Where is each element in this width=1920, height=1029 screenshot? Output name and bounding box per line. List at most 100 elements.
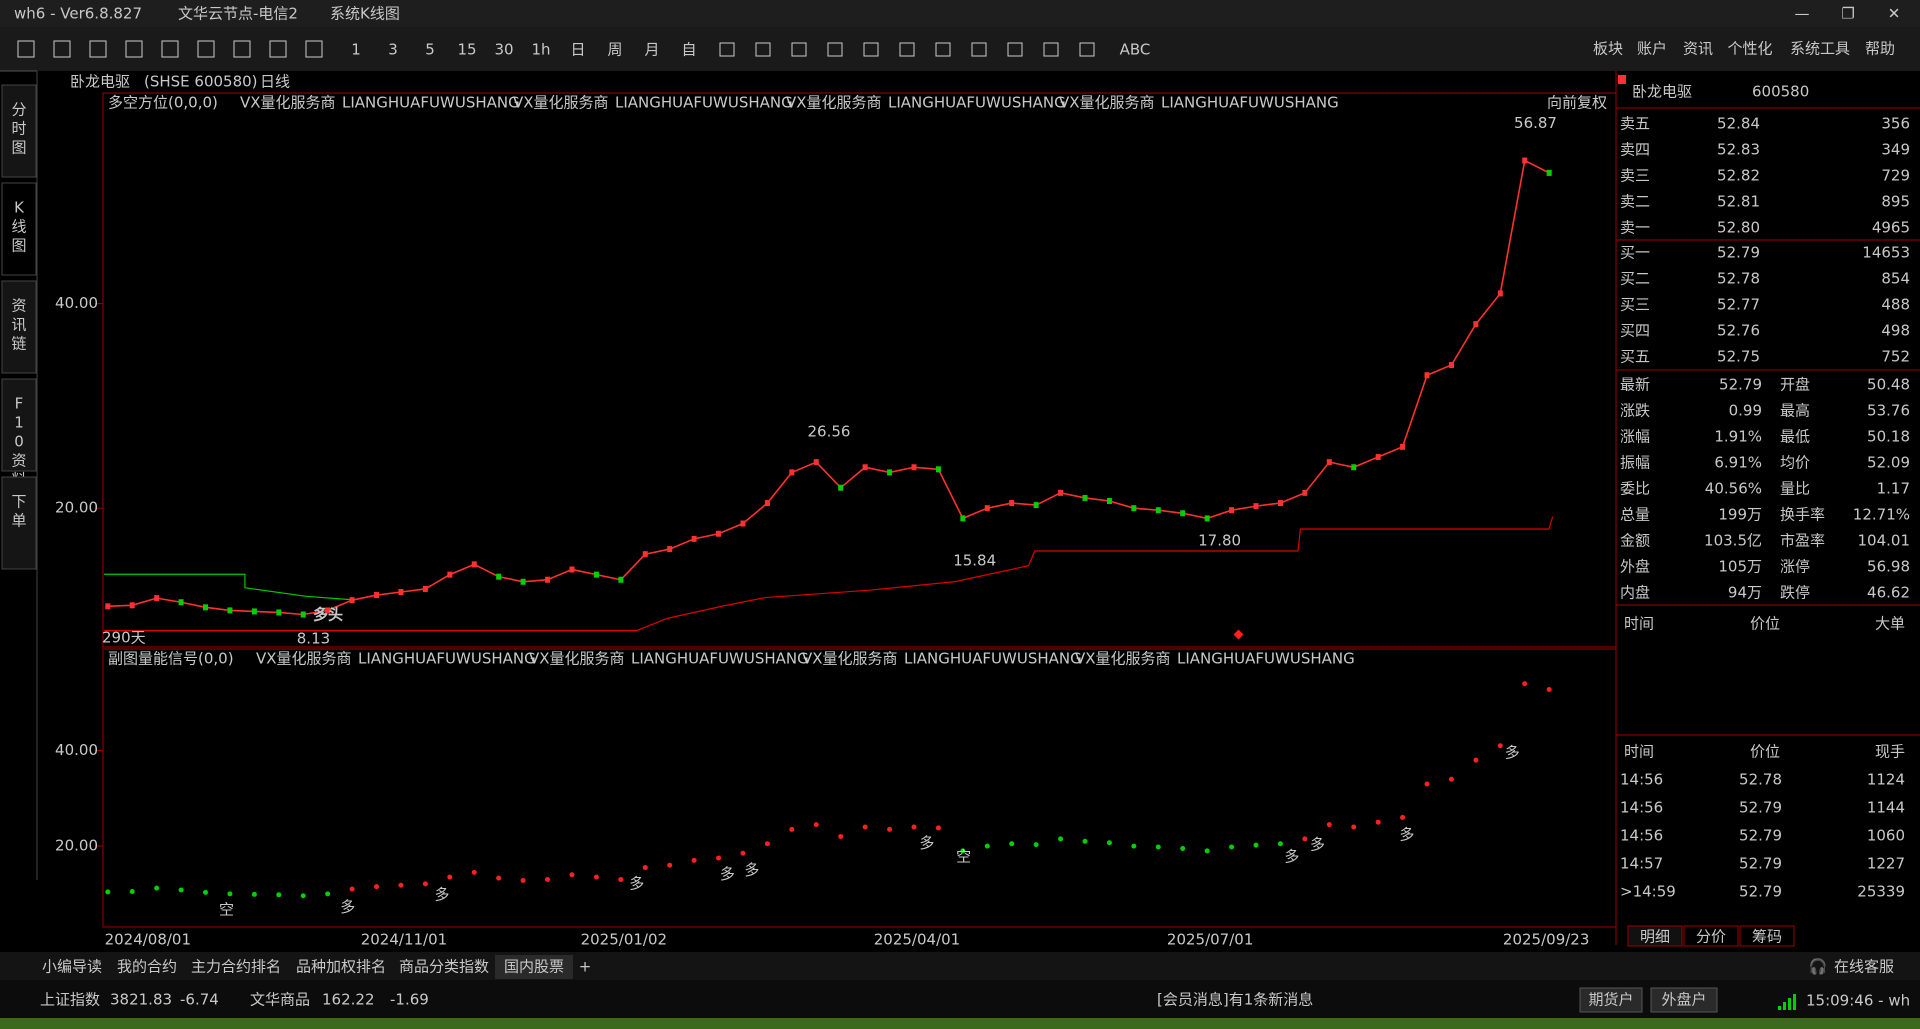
tool-icon[interactable] [125,40,143,58]
signal-dot [593,874,599,880]
x-tick-label: 2025/09/23 [1503,931,1589,949]
window-button[interactable]: ❐ [1841,5,1854,23]
panel-tab[interactable] [1627,925,1683,947]
panel-tab[interactable] [1739,925,1795,947]
period-button[interactable]: 1h [531,41,550,59]
member-message[interactable]: [会员消息]有1条新消息 [1157,991,1313,1009]
period-button[interactable]: 周 [607,41,622,59]
tool-icon[interactable] [89,40,107,58]
x-tick-label: 2024/08/01 [105,931,191,949]
account-button[interactable] [1650,987,1718,1013]
side-tab[interactable] [1,84,37,178]
tick-volume: 1227 [1867,855,1905,873]
ask-level: 卖一 [1620,219,1650,237]
signal-label: 多 [744,861,759,879]
period-select[interactable]: 日线 [260,73,290,91]
bid-price: 52.76 [1717,322,1760,340]
period-button[interactable]: 日 [570,41,585,59]
candle [398,589,404,596]
tool-icon[interactable] [971,42,987,57]
tool-icon[interactable] [197,40,215,58]
tool-icon[interactable] [1043,42,1059,57]
signal-dot [422,881,428,887]
tick-price: 52.79 [1739,883,1782,901]
tool-icon[interactable] [935,42,951,57]
bottom-tab[interactable]: 品种加权排名 [296,958,386,976]
tool-icon[interactable] [719,42,735,57]
signal-dot [1473,757,1479,763]
side-tab[interactable] [1,280,37,374]
signal-dot [1033,842,1039,848]
tool-icon[interactable] [17,40,35,58]
signal-label: 多 [1310,835,1325,853]
menu-item[interactable]: 板块 [1593,40,1623,58]
period-button[interactable]: 15 [457,41,476,59]
side-tab-label: 0 [14,433,24,451]
banner-text: LIANGHUAFUWUSHANG [904,650,1082,668]
menu-item[interactable]: 帮助 [1865,40,1895,58]
tool-icon[interactable] [233,40,251,58]
account-button[interactable] [1579,987,1643,1013]
menu-item[interactable]: 系统工具 [1790,40,1850,58]
stat-label: 涨幅 [1620,428,1650,446]
menu-item[interactable]: 账户 [1637,40,1667,58]
signal-dot [1180,845,1186,851]
bottom-tab[interactable]: 商品分类指数 [399,958,489,976]
tool-icon[interactable] [305,40,323,58]
signal-dot [227,891,233,897]
panel-tab-label: 分价 [1696,928,1726,946]
side-tab[interactable] [1,182,37,276]
tool-icon[interactable] [269,40,287,58]
candle [1033,502,1039,509]
tool-icon[interactable] [53,40,71,58]
tool-icon[interactable] [1079,42,1095,57]
period-button[interactable]: 3 [388,41,398,59]
candle [642,551,648,558]
add-tab[interactable]: + [579,958,592,976]
banner-text: VX量化服务商 [529,650,625,668]
panel-tab-label: 明细 [1640,928,1670,946]
bottom-tab[interactable]: 我的合约 [117,958,177,976]
signal-dot [178,887,184,893]
tool-icon[interactable] [161,40,179,58]
bottom-tab[interactable]: 小编导读 [42,958,102,976]
tool-icon[interactable] [1007,42,1023,57]
tool-icon[interactable] [827,42,843,57]
panel-tab[interactable] [1683,925,1739,947]
signal-dot [300,893,306,899]
resistance-line [104,516,1554,632]
x-tick-label: 2025/04/01 [874,931,960,949]
stat-label: 外盘 [1620,558,1650,576]
bottom-tab[interactable]: 国内股票 [504,958,564,976]
tool-icon[interactable] [899,42,915,57]
tool-icon[interactable] [791,42,807,57]
window-button[interactable]: — [1795,5,1810,23]
bid-volume: 488 [1881,296,1910,314]
candle [862,464,868,471]
tool-button[interactable]: ABC [1120,41,1151,59]
bottom-tab-active[interactable] [495,955,573,979]
signal-dot [887,826,893,832]
signal-dot [569,872,575,878]
side-tab[interactable] [1,378,37,472]
bottom-tab[interactable]: 主力合约排名 [191,958,281,976]
tool-icon[interactable] [755,42,771,57]
signal-dot [789,826,795,832]
period-button[interactable]: 月 [644,41,659,59]
stat-label: 金额 [1620,532,1650,550]
banner-text: VX量化服务商 [1075,650,1171,668]
side-tab[interactable] [1,476,37,570]
tool-icon[interactable] [863,42,879,57]
window-button[interactable]: ✕ [1888,5,1901,23]
signal-dot [862,824,868,830]
ask-level: 卖五 [1620,115,1650,133]
period-button[interactable]: 1 [351,41,361,59]
signal-dot [838,834,844,840]
period-button[interactable]: 30 [494,41,513,59]
menu-item[interactable]: 资讯 [1683,40,1713,58]
service-link[interactable]: 在线客服 [1834,958,1894,976]
period-button[interactable]: 自 [681,41,696,59]
menu-item[interactable]: 个性化 [1727,40,1772,58]
period-button[interactable]: 5 [425,41,435,59]
candle [1106,498,1112,505]
